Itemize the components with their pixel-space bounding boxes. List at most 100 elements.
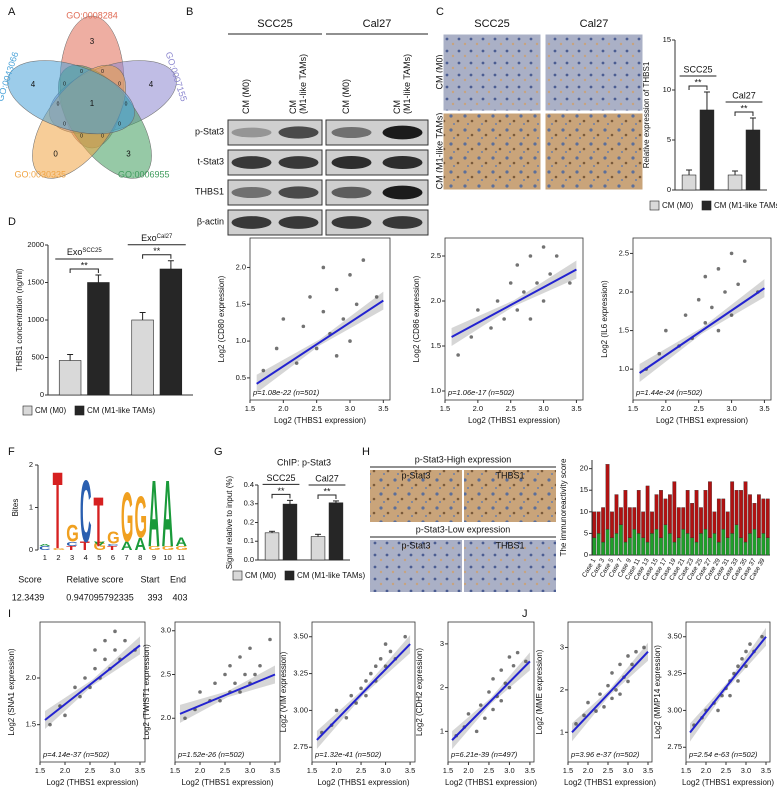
plot-frame xyxy=(249,237,391,401)
bar-segment xyxy=(699,533,703,556)
x-tick-label: 3 xyxy=(70,553,74,562)
data-point xyxy=(586,700,590,705)
venn-count: 4 xyxy=(31,80,36,89)
y-tick-label: 10 xyxy=(663,85,671,94)
y-tick-label: 1 xyxy=(560,727,564,736)
bar xyxy=(282,503,298,561)
data-point xyxy=(626,654,630,658)
bar-segment xyxy=(761,498,766,534)
y-tick-label: 1 xyxy=(29,502,33,511)
bar-segment xyxy=(672,481,677,543)
data-point xyxy=(261,368,266,373)
data-point xyxy=(281,317,286,321)
legend-swatch xyxy=(22,405,33,416)
y-axis-label: Signal relative to input (%) xyxy=(225,475,234,569)
x-tick-label: 2.0 xyxy=(331,766,341,775)
bar-segment xyxy=(703,490,708,530)
data-point xyxy=(736,679,740,683)
table-value: 12.3439 xyxy=(12,592,45,602)
y-axis-label: Log2 (CDH2 expression) xyxy=(415,648,424,736)
data-point xyxy=(198,690,202,694)
data-point xyxy=(548,272,552,276)
bar-segment xyxy=(632,507,637,530)
x-axis-label: Log2 (THBS1 expression) xyxy=(682,778,774,787)
data-point xyxy=(630,662,634,667)
bar-segment xyxy=(685,490,690,534)
data-point xyxy=(354,701,358,705)
x-tick-label: 5 xyxy=(97,553,101,562)
data-point xyxy=(606,683,610,688)
y-tick-label: 3.50 xyxy=(667,632,682,641)
x-tick-label: 2 xyxy=(56,553,60,562)
logo-letter: C xyxy=(107,543,120,546)
plot-frame xyxy=(39,621,146,763)
y-axis-label: The immunoreactivity score xyxy=(559,458,568,556)
data-point xyxy=(469,335,474,339)
venn-overlap-count: 0 xyxy=(57,101,60,107)
blot-band xyxy=(331,216,372,229)
group-label: Cal27 xyxy=(315,473,339,483)
logo-letter: G xyxy=(148,545,161,552)
x-tick-label: 2.0 xyxy=(60,766,70,775)
logo-letter: T xyxy=(94,481,104,561)
x-tick-label: 2.5 xyxy=(85,766,95,775)
x-axis-label: Log2 (THBS1 expression) xyxy=(181,778,273,787)
fit-line xyxy=(451,268,577,338)
y-axis-label: Log2 (TWIST1 expression) xyxy=(142,644,151,740)
data-point xyxy=(489,326,493,330)
data-point xyxy=(301,324,306,329)
data-point xyxy=(554,254,559,258)
bar-segment xyxy=(708,481,712,538)
data-point xyxy=(487,690,491,694)
fit-line xyxy=(179,673,276,715)
data-point xyxy=(610,671,614,675)
y-tick-label: 0.0 xyxy=(244,555,254,564)
data-point xyxy=(374,295,379,299)
plot-frame xyxy=(444,237,584,401)
bar xyxy=(159,268,183,396)
y-tick-label: 1.5 xyxy=(619,326,629,335)
bar xyxy=(58,360,82,396)
data-point xyxy=(541,245,546,249)
y-tick-label: 0 xyxy=(584,550,588,559)
blot-band xyxy=(331,127,372,138)
y-tick-label: 1 xyxy=(440,726,444,735)
blot-band xyxy=(278,186,319,199)
y-tick-label: 3.0 xyxy=(161,626,171,635)
logo-letter: T xyxy=(66,545,77,552)
data-point xyxy=(308,295,312,299)
x-tick-label: 3.5 xyxy=(643,766,653,775)
data-point xyxy=(664,328,668,333)
venn-center-count: 1 xyxy=(90,99,95,108)
ihc-image xyxy=(544,33,644,112)
lane-label: CM (M0) xyxy=(341,79,351,114)
y-tick-label: 2.5 xyxy=(619,248,629,257)
plot-frame xyxy=(632,237,772,401)
data-point xyxy=(314,346,319,351)
group-label-sup: Cal27 xyxy=(157,233,173,239)
group-label-base: Exo xyxy=(67,247,83,257)
data-point xyxy=(740,657,744,661)
sig-label: ** xyxy=(323,486,331,496)
data-point xyxy=(736,282,740,287)
bar-segment xyxy=(605,528,610,556)
data-point xyxy=(748,642,752,646)
cell-line-header: Cal27 xyxy=(363,18,392,30)
data-point xyxy=(344,715,349,720)
venn-count: 3 xyxy=(126,149,131,158)
data-point xyxy=(123,638,127,643)
table-header: Start xyxy=(140,574,160,584)
bar-segment xyxy=(730,533,735,556)
sig-label: ** xyxy=(277,486,285,496)
bar-segment xyxy=(659,537,663,556)
y-axis-label: THBS1 concentration (ng/ml) xyxy=(15,268,24,371)
p-value-note: p=3.96 e-37 (n=502) xyxy=(570,750,640,759)
panel-letter: D xyxy=(8,216,16,228)
bar-segment xyxy=(716,541,721,556)
y-tick-label: 3.25 xyxy=(667,669,682,678)
data-point xyxy=(657,351,662,356)
data-point xyxy=(73,685,77,690)
bar-segment xyxy=(765,537,770,556)
legend-label: CM (M0) xyxy=(662,201,693,210)
bar-segment xyxy=(601,541,606,556)
